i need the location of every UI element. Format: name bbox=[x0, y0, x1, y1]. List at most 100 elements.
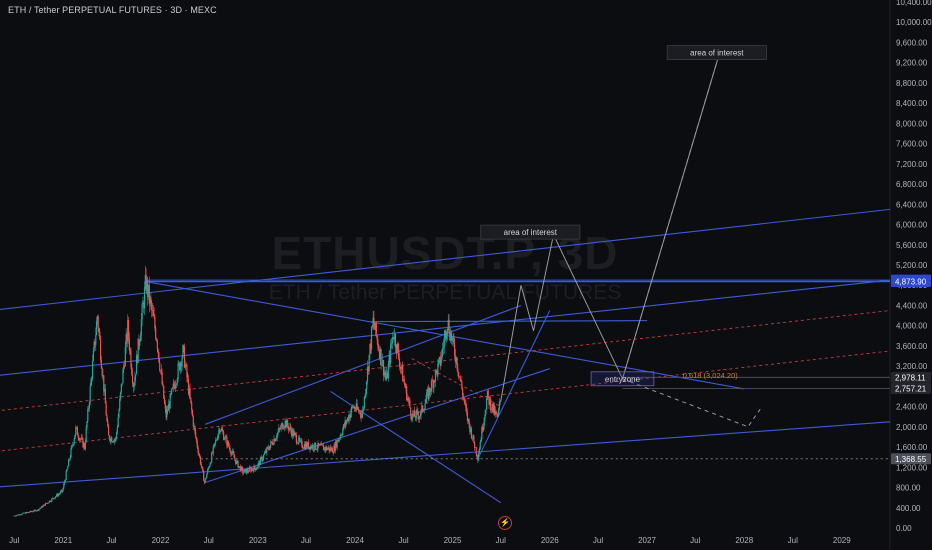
candle-body bbox=[472, 435, 474, 439]
candle-body bbox=[387, 364, 389, 379]
trendline[interactable] bbox=[205, 304, 522, 425]
trendline[interactable] bbox=[0, 208, 891, 310]
candle-body bbox=[415, 410, 417, 419]
candle-body bbox=[217, 434, 219, 440]
candle-body bbox=[287, 420, 289, 427]
x-tick-label: Jul bbox=[9, 536, 19, 545]
candle-body bbox=[478, 448, 481, 454]
y-tick-label: 7,600.00 bbox=[896, 140, 928, 149]
candle-body bbox=[199, 457, 202, 465]
candle-body bbox=[195, 431, 197, 438]
candle-body bbox=[244, 469, 246, 470]
x-tick-label: Jul bbox=[788, 536, 798, 545]
trendline[interactable] bbox=[370, 320, 648, 323]
candle-body bbox=[115, 432, 118, 438]
candle-body bbox=[145, 274, 147, 291]
candle-body bbox=[454, 344, 456, 356]
annotation-label[interactable]: entryzone bbox=[605, 375, 641, 384]
candle-body bbox=[465, 402, 467, 408]
candle-body bbox=[331, 447, 333, 453]
candle-body bbox=[489, 398, 491, 405]
candle-body bbox=[406, 385, 408, 401]
trendline[interactable] bbox=[0, 421, 891, 488]
x-tick-label: 2026 bbox=[541, 536, 559, 545]
candle-body bbox=[113, 439, 115, 443]
candle-body bbox=[238, 466, 240, 468]
candle-body bbox=[495, 411, 497, 414]
candle-body bbox=[32, 511, 34, 513]
candle-body bbox=[128, 337, 130, 351]
annotation-box[interactable] bbox=[480, 224, 581, 240]
trendline[interactable] bbox=[478, 310, 551, 458]
candle-body bbox=[408, 399, 410, 401]
candle-body bbox=[73, 439, 75, 445]
candle-body bbox=[240, 466, 242, 472]
candle-body bbox=[143, 286, 146, 309]
candle-body bbox=[426, 389, 429, 393]
candle-body bbox=[255, 468, 257, 470]
candle-body bbox=[297, 442, 299, 444]
candle-body bbox=[177, 363, 179, 380]
annotation-label[interactable]: area of interest bbox=[690, 49, 744, 58]
candle-body bbox=[134, 376, 136, 386]
candle-body bbox=[486, 390, 489, 399]
candle-body bbox=[364, 396, 366, 398]
annotation-label[interactable]: area of interest bbox=[504, 228, 558, 237]
candle-body bbox=[203, 480, 206, 483]
trendline[interactable] bbox=[0, 279, 891, 376]
symbol-title[interactable]: ETH / Tether PERPETUAL FUTURES · 3D · ME… bbox=[8, 5, 217, 15]
candle-body bbox=[348, 415, 350, 421]
candle-body bbox=[350, 412, 352, 418]
candle-body bbox=[389, 355, 391, 363]
trendline[interactable] bbox=[205, 368, 550, 484]
candle-body bbox=[246, 469, 248, 474]
candle-body bbox=[442, 346, 445, 349]
price-tag[interactable] bbox=[891, 453, 931, 465]
candle-body bbox=[450, 332, 453, 341]
annotation-box[interactable] bbox=[590, 371, 655, 387]
candle-body bbox=[121, 383, 123, 385]
candle-body bbox=[342, 424, 345, 430]
candle-body bbox=[282, 423, 284, 430]
candle-body bbox=[175, 384, 177, 389]
x-tick-label: Jul bbox=[398, 536, 408, 545]
annotation-box[interactable] bbox=[666, 45, 767, 60]
candle-body bbox=[194, 426, 196, 432]
price-tag[interactable] bbox=[891, 383, 931, 395]
candle-body bbox=[365, 389, 367, 397]
candle-body bbox=[260, 457, 262, 458]
candle-body bbox=[109, 439, 111, 442]
candle-body bbox=[91, 378, 93, 380]
candle-body bbox=[71, 445, 73, 449]
candle-body bbox=[358, 409, 360, 412]
candle-body bbox=[60, 491, 62, 494]
price-tag[interactable] bbox=[891, 275, 931, 287]
dashed-trendline[interactable] bbox=[0, 350, 891, 452]
candle-body bbox=[373, 317, 375, 326]
candle-body bbox=[40, 507, 42, 509]
candle-body bbox=[369, 343, 371, 355]
candle-body bbox=[485, 409, 487, 415]
candle-body bbox=[69, 457, 71, 460]
candle-body bbox=[172, 383, 174, 388]
dashed-trendline[interactable] bbox=[411, 358, 501, 408]
candle-body bbox=[139, 341, 141, 346]
candle-body bbox=[429, 387, 431, 392]
candle-body bbox=[346, 417, 349, 421]
candle-body bbox=[326, 446, 328, 451]
candle-body bbox=[378, 347, 380, 351]
candle-body bbox=[310, 445, 313, 449]
candle-body bbox=[411, 414, 413, 420]
price-tag[interactable] bbox=[891, 371, 931, 383]
candle-body bbox=[83, 443, 86, 449]
candle-body bbox=[143, 303, 145, 309]
candle-body bbox=[163, 398, 166, 404]
candle-body bbox=[443, 337, 445, 347]
tradingview-logo-icon[interactable]: ⚡ bbox=[498, 516, 512, 530]
projection-target-line[interactable] bbox=[622, 57, 719, 379]
candle-body bbox=[102, 375, 104, 376]
candle-body bbox=[76, 427, 78, 436]
candle-body bbox=[235, 460, 238, 464]
